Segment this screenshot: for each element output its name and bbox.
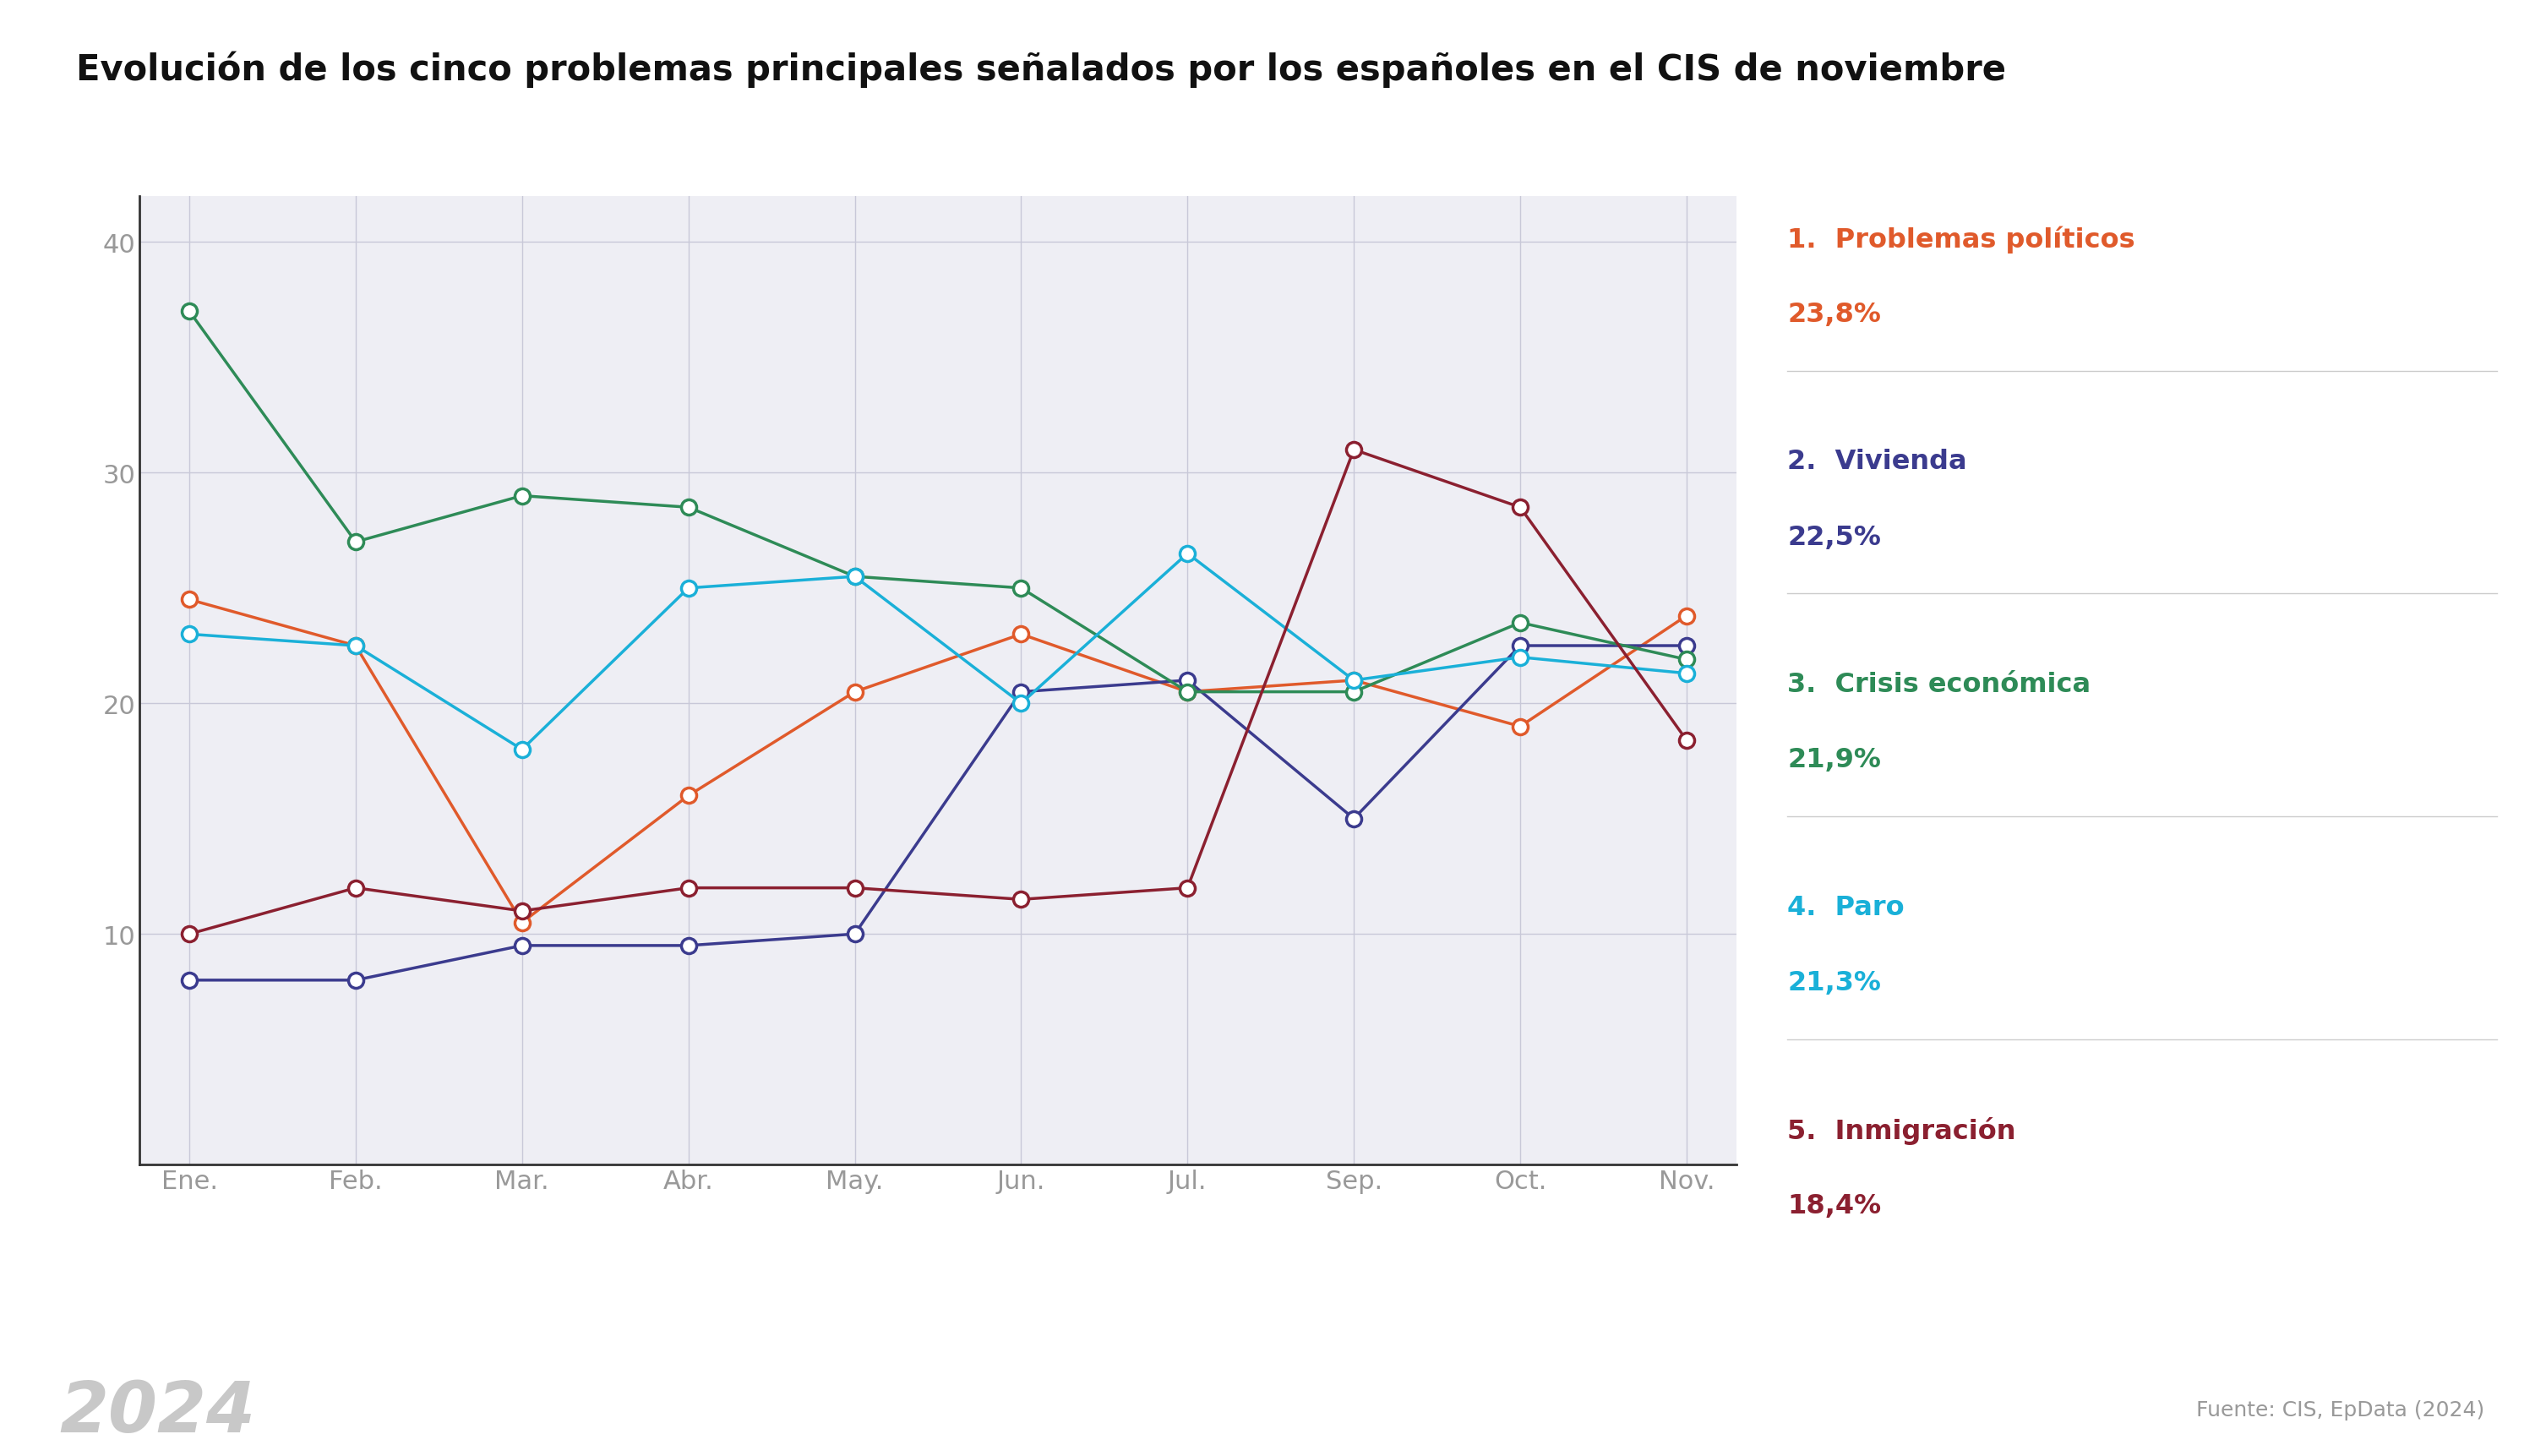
Text: 5.  Inmigración: 5. Inmigración: [1787, 1117, 2015, 1144]
Text: 22,5%: 22,5%: [1787, 524, 1881, 550]
Text: 1.  Problemas políticos: 1. Problemas políticos: [1787, 226, 2134, 253]
Text: 4.  Paro: 4. Paro: [1787, 894, 1904, 920]
Text: Fuente: CIS, EpData (2024): Fuente: CIS, EpData (2024): [2195, 1399, 2484, 1420]
Text: 21,3%: 21,3%: [1787, 970, 1881, 996]
Text: 23,8%: 23,8%: [1787, 301, 1881, 328]
Text: 18,4%: 18,4%: [1787, 1192, 1881, 1219]
Text: 2024: 2024: [61, 1377, 256, 1446]
Text: 21,9%: 21,9%: [1787, 747, 1881, 773]
Text: 3.  Crisis económica: 3. Crisis económica: [1787, 671, 2091, 697]
Text: Evolución de los cinco problemas principales señalados por los españoles en el C: Evolución de los cinco problemas princip…: [76, 51, 2005, 87]
Text: 2.  Vivienda: 2. Vivienda: [1787, 448, 1967, 475]
